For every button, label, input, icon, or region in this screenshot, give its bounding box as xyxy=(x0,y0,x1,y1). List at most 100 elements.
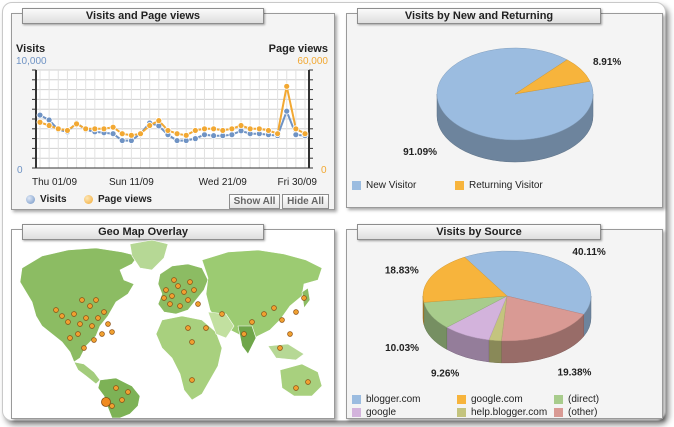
southeast-asia-islands xyxy=(267,343,305,361)
data-point-page-views xyxy=(109,123,117,131)
returning-visitor-swatch xyxy=(455,181,464,190)
new-returning-panel: Visits by New and Returning 91.09% 8.91% … xyxy=(346,8,663,208)
data-point-page-views xyxy=(73,120,80,128)
data-point-page-views xyxy=(100,125,108,133)
data-point-page-views xyxy=(146,122,154,129)
data-point-visits xyxy=(228,131,236,139)
pie-slice-blogger-com xyxy=(464,250,592,315)
visit-location-marker xyxy=(187,279,193,285)
pie-label-returning-visitor: 8.91% xyxy=(593,57,621,68)
legend-other[interactable]: (other) xyxy=(554,407,597,418)
visit-location-marker xyxy=(163,287,169,293)
legend-google[interactable]: google xyxy=(352,407,396,418)
visit-location-marker xyxy=(75,331,81,337)
data-point-page-views xyxy=(255,125,263,133)
data-point-visits xyxy=(201,131,208,139)
data-point-visits xyxy=(191,135,199,142)
visit-location-marker xyxy=(189,339,195,345)
grid xyxy=(32,69,313,169)
x-tick-label: Fri 30/09 xyxy=(278,177,318,188)
y-right-zero-label: 0 xyxy=(321,165,327,176)
data-point-page-views xyxy=(45,122,53,129)
visit-location-marker xyxy=(191,287,197,293)
dashboard-frame: Visits and Page views Visits 10,000 Page… xyxy=(2,2,666,421)
data-point-page-views xyxy=(201,125,208,133)
visit-location-marker xyxy=(53,307,59,313)
panel-title: Visits and Page views xyxy=(22,8,264,24)
australia-landmass xyxy=(279,363,323,397)
data-point-page-views xyxy=(219,127,227,134)
greenland-landmass xyxy=(129,239,169,271)
data-point-page-views xyxy=(82,125,90,133)
visit-location-markers xyxy=(53,277,311,409)
new-visitor-swatch xyxy=(352,181,361,190)
visit-location-marker xyxy=(87,303,93,309)
visit-location-marker xyxy=(109,403,115,409)
x-tick-layer: Thu 01/09 Sun 11/09 Wed 21/09 Fri 30/09 xyxy=(32,177,317,188)
blogger-com-swatch xyxy=(352,395,361,404)
show-all-button[interactable]: Show All xyxy=(229,194,280,209)
visit-location-marker xyxy=(59,313,65,319)
visit-location-marker xyxy=(67,335,73,341)
visit-location-marker xyxy=(89,323,95,329)
visit-location-marker xyxy=(195,301,201,307)
y-left-max-label: 10,000 xyxy=(16,56,47,67)
google-swatch xyxy=(352,408,361,417)
visit-location-marker xyxy=(277,345,283,351)
pageviews-legend-label: Page views xyxy=(98,194,152,205)
world-map[interactable] xyxy=(12,230,334,418)
data-point-visits xyxy=(283,107,291,115)
visit-location-marker xyxy=(287,331,293,337)
data-point-page-views xyxy=(283,82,291,90)
visit-location-marker xyxy=(109,329,115,335)
legend-new-visitor[interactable]: New Visitor xyxy=(352,180,416,191)
data-point-page-views xyxy=(36,118,44,126)
x-tick-label: Sun 11/09 xyxy=(109,177,154,188)
visit-location-marker xyxy=(105,321,111,327)
visit-location-marker xyxy=(77,321,83,327)
new-returning-pie-chart[interactable]: 91.09% 8.91% xyxy=(347,14,662,207)
google-com-swatch xyxy=(457,395,466,404)
google-legend-label: google xyxy=(366,407,397,418)
visit-location-marker xyxy=(177,303,183,309)
data-point-page-views xyxy=(274,130,281,138)
data-point-visits xyxy=(109,130,117,138)
data-point-page-views xyxy=(237,122,245,129)
visit-location-marker xyxy=(175,283,181,289)
series-layer xyxy=(36,82,309,144)
legend-help-blogger-com[interactable]: help.blogger.com xyxy=(457,407,547,418)
visit-location-marker xyxy=(101,309,107,315)
source-pie-chart[interactable]: 40.11% 19.38% 9.26% 10.03% 18.83% xyxy=(347,230,662,390)
data-point-page-views xyxy=(182,131,190,139)
pie-label-layer: 40.11% 19.38% 9.26% 10.03% 18.83% xyxy=(385,247,606,379)
pie-slice-returning-visitor xyxy=(514,59,591,95)
visit-location-marker xyxy=(279,317,285,323)
visit-location-marker xyxy=(203,325,209,331)
legend-pageviews[interactable]: Page views xyxy=(84,194,152,205)
visit-location-marker xyxy=(301,295,307,301)
visits-pageviews-line-chart[interactable]: Visits 10,000 Page views 60,000 0 0 Thu … xyxy=(12,14,334,209)
pageviews-legend-marker xyxy=(84,195,93,204)
pie-slice-google-com xyxy=(422,256,508,303)
y-left-label: Visits xyxy=(16,43,45,55)
legend-direct[interactable]: (direct) xyxy=(554,394,599,405)
legend-blogger-com[interactable]: blogger.com xyxy=(352,394,420,405)
legend-google-com[interactable]: google.com xyxy=(457,394,523,405)
panel-title: Geo Map Overlay xyxy=(22,224,264,240)
visit-location-marker xyxy=(181,289,187,295)
visits-pageviews-panel: Visits and Page views Visits 10,000 Page… xyxy=(11,8,335,210)
data-point-page-views xyxy=(137,130,144,138)
north-america-landmass xyxy=(19,247,139,363)
data-point-page-views xyxy=(155,117,163,125)
data-point-page-views xyxy=(228,125,236,133)
legend-visits[interactable]: Visits xyxy=(26,194,67,205)
x-tick-label: Wed 21/09 xyxy=(199,177,248,188)
data-point-page-views xyxy=(118,130,126,138)
legend-returning-visitor[interactable]: Returning Visitor xyxy=(455,180,543,191)
pie-label-google: 9.26% xyxy=(431,369,459,380)
visit-location-marker xyxy=(189,377,195,383)
pie-label-blogger-com: 40.11% xyxy=(572,247,605,258)
data-point-page-views xyxy=(164,127,172,134)
data-point-page-views xyxy=(292,125,300,133)
hide-all-button[interactable]: Hide All xyxy=(282,194,329,209)
